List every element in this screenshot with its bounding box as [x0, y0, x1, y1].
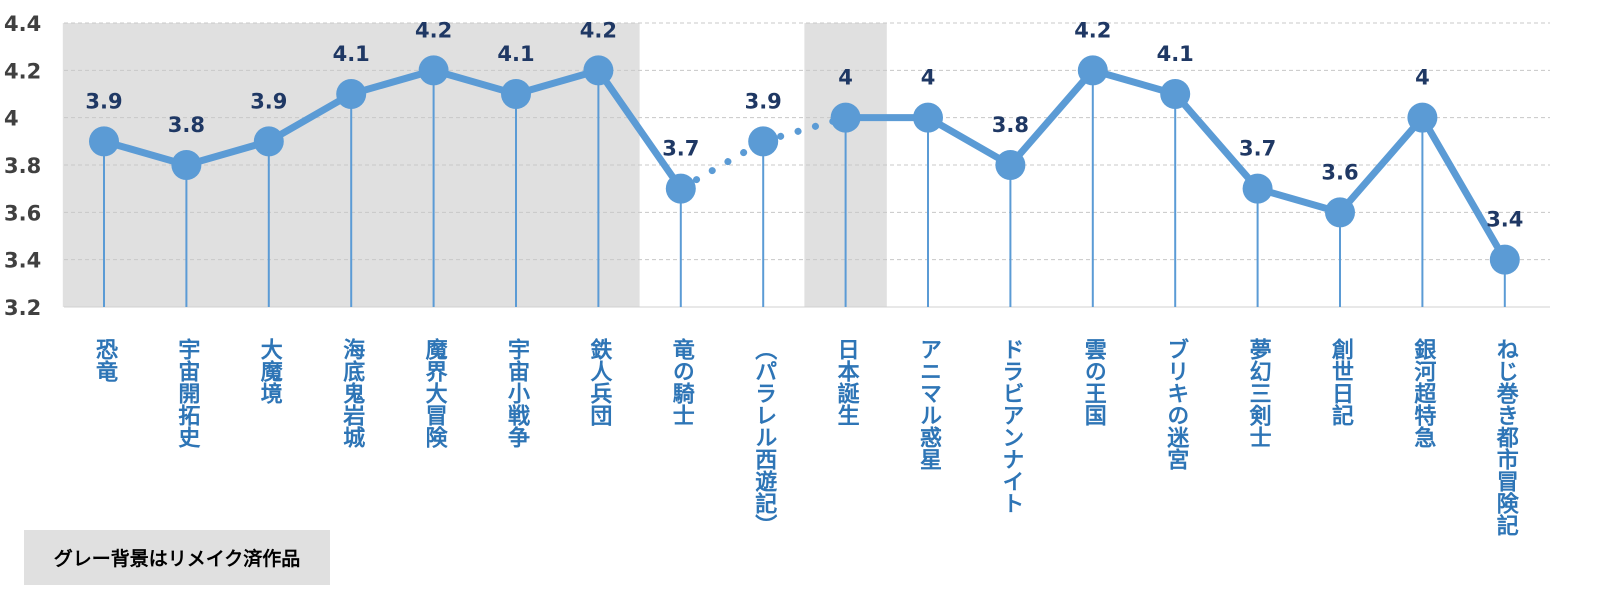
data-label: 4 — [838, 66, 853, 90]
category-label: 雲の王国 — [1080, 338, 1106, 426]
data-label: 3.4 — [1486, 208, 1523, 232]
data-point — [830, 102, 861, 133]
data-point — [89, 126, 119, 157]
category-label: 鉄人兵団 — [586, 338, 612, 426]
data-point — [501, 79, 531, 109]
data-point — [1160, 79, 1191, 109]
data-label: 3.6 — [1321, 160, 1358, 184]
category-label: 日本誕生 — [833, 338, 859, 426]
y-tick-label: 4.4 — [4, 12, 41, 36]
y-tick-label: 3.8 — [4, 154, 41, 178]
series-segment — [924, 114, 1014, 169]
legend-note: グレー背景はリメイク済作品 — [24, 530, 330, 585]
data-label: 4 — [921, 66, 936, 90]
category-label: 竜の騎士 — [668, 338, 694, 426]
series-segment-dotted — [677, 137, 767, 193]
data-point — [1407, 102, 1438, 133]
data-point — [665, 173, 696, 204]
y-tick-label: 3.4 — [4, 249, 41, 273]
series-segment — [1418, 114, 1509, 264]
data-label: 4.2 — [415, 18, 452, 42]
data-label: 3.8 — [168, 113, 205, 137]
gridlines — [64, 22, 1550, 308]
data-label: 4.2 — [580, 18, 617, 42]
data-point — [253, 126, 284, 157]
data-label: 4.2 — [1074, 18, 1111, 42]
data-point — [1489, 244, 1520, 275]
series-segment — [1336, 114, 1426, 216]
data-point — [171, 150, 202, 180]
y-tick-label: 3.2 — [4, 296, 41, 320]
category-label: 宇宙開拓史 — [174, 338, 200, 448]
category-label: 恐竜 — [92, 338, 117, 382]
category-label: ねじ巻き都市冒険記 — [1492, 338, 1518, 536]
category-label: 夢幻三剣士 — [1245, 338, 1271, 448]
data-label: 3.9 — [745, 89, 782, 113]
series-segment — [594, 66, 685, 193]
data-label: 3.8 — [992, 113, 1029, 137]
series-segment — [265, 90, 355, 145]
category-label: 銀河超特急 — [1410, 338, 1436, 448]
y-tick-label: 3.6 — [4, 201, 41, 225]
category-label: 創世日記 — [1328, 338, 1353, 426]
category-label: （パラレル西遊記） — [751, 338, 777, 536]
category-label: アニマル惑星 — [916, 338, 941, 470]
drop-lines — [103, 70, 1506, 307]
y-tick-label: 4.2 — [4, 59, 41, 83]
category-label: ドラビアンナイト — [998, 338, 1024, 514]
data-points — [89, 55, 1520, 275]
data-label: 3.9 — [85, 89, 122, 113]
data-label: 3.9 — [250, 89, 287, 113]
data-point — [336, 79, 367, 109]
data-labels: 3.9 3.8 3.9 4.1 4.2 4.1 4.2 3.7 3.9 4 4 3.8 4.2 4.1 3.… — [85, 18, 1523, 231]
y-axis-labels: 3.2 3.4 3.6 3.8 4 4.2 4.4 — [4, 12, 41, 320]
data-point — [1077, 55, 1108, 86]
data-label: 4.1 — [1157, 42, 1194, 66]
data-label: 4 — [1415, 66, 1430, 90]
category-label: 大魔境 — [256, 338, 282, 404]
series-segment — [1171, 90, 1262, 193]
data-point — [995, 150, 1026, 180]
data-label: 4.1 — [497, 42, 534, 66]
data-point — [583, 55, 614, 86]
y-tick-label: 4 — [4, 107, 19, 131]
category-label: 海底鬼岩城 — [339, 338, 365, 448]
category-label: 魔界大冒険 — [421, 338, 447, 448]
data-point — [1242, 173, 1273, 204]
data-point — [418, 55, 449, 86]
data-label: 4.1 — [333, 42, 370, 66]
data-point — [913, 102, 943, 133]
category-label: ブリキの迷宮 — [1163, 338, 1189, 470]
category-label: 宇宙小戦争 — [504, 338, 529, 448]
series-segment — [1006, 66, 1097, 169]
data-point — [748, 126, 779, 157]
data-label: 3.7 — [1239, 137, 1276, 161]
data-label: 3.7 — [662, 137, 699, 161]
data-point — [1325, 197, 1355, 228]
